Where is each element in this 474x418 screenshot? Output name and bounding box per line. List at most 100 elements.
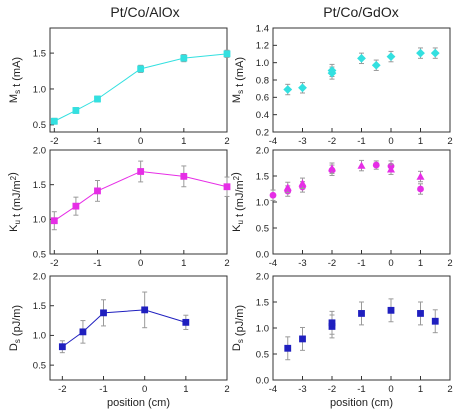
data-point-square [137,168,145,175]
data-series-1 [283,159,425,194]
x-tick-label: -2 [50,258,58,269]
x-tick-label: 0 [388,258,393,269]
x-tick-label: -2 [58,384,66,395]
data-point-square [79,328,87,336]
data-point-triangle [298,179,307,187]
x-tick-label: -2 [50,136,58,147]
data-series-0 [283,47,440,96]
x-tick-label: 1 [183,384,188,395]
plot-frame [272,275,451,381]
y-tick-label: 1.2 [256,41,269,52]
data-point-square [328,319,336,327]
data-point-square [182,318,190,326]
y-tick-label: 1.5 [256,297,269,308]
data-series-0 [50,49,231,125]
x-tick-label: 2 [224,258,229,269]
y-tick-label: 0.2 [256,127,269,138]
x-tick-label: -3 [298,384,306,395]
chart-panel-4: -2 -1 0 1 2 0.5 1.0 1.5 2.0 Ds (pJ/m) position (cm… [8,271,230,409]
plot-frame [49,275,228,381]
y-axis-label: Ds (pJ/m) [8,305,23,351]
data-point-diamond [283,85,293,94]
y-tick-label: 1.0 [33,215,46,226]
y-tick-label: 0.0 [256,249,269,260]
data-point-square [223,50,231,58]
data-series-0 [284,298,439,361]
y-tick-label: 0.8 [256,75,269,86]
data-point-diamond [386,52,396,61]
y-tick-label: 0.5 [33,249,46,260]
chart-panel-1: -4 -3 -2 -1 0 1 2 0.2 0.4 0.6 0.8 1.0 1.2 1.4 Ms t (mA… [231,23,453,147]
data-point-circle [372,161,380,169]
x-axis-label: position (cm) [107,397,170,409]
x-tick-label: -4 [269,258,277,269]
x-tick-label: 1 [418,136,423,147]
data-point-diamond [430,48,440,58]
data-point-triangle [416,172,425,180]
chart-panel-2: -2 -1 0 1 2 0.5 1.0 1.5 2.0 Ku t (mJ/m2) [7,145,231,269]
data-point-square [58,343,66,351]
x-tick-label: -4 [269,136,277,147]
y-tick-label: 1.0 [33,331,46,342]
y-tick-label: 1.0 [256,58,269,69]
data-point-square [137,65,145,73]
y-tick-label: 2.0 [256,145,269,156]
data-point-diamond [371,60,381,70]
x-tick-label: -1 [99,384,107,395]
plot-frame [272,27,451,133]
plot-frame [49,149,228,255]
chart-panel-5: -4 -3 -2 -1 0 1 2 0.0 0.5 1.0 1.5 2.0 Ds (pJ/m) posit… [231,271,453,409]
column-title-left: Pt/Co/AlOx [110,4,179,20]
data-point-circle [417,185,424,193]
data-point-square [72,107,80,114]
y-tick-label: 1.5 [256,171,269,182]
data-point-square [284,344,292,352]
x-tick-label: 1 [418,384,423,395]
x-tick-label: 2 [447,258,452,269]
data-point-square [328,323,336,330]
y-tick-label: 2.0 [256,271,269,282]
data-point-square [100,309,107,317]
x-tick-label: -1 [357,384,365,395]
y-tick-label: 1.0 [256,197,269,208]
x-axis-label: position (cm) [330,397,393,409]
data-point-diamond [298,83,307,93]
data-point-square [141,306,149,314]
series-line [62,309,186,348]
data-point-square [431,317,439,325]
y-axis-label: Ds (pJ/m) [231,305,246,351]
data-point-square [417,310,424,317]
data-point-square [94,95,101,103]
y-axis-label: Ku t (mJ/m2) [7,172,23,232]
x-tick-label: -2 [328,258,336,269]
data-series-0 [50,160,231,231]
column-title-right: Pt/Co/GdOx [323,4,398,20]
data-point-triangle [357,161,366,169]
panels: -2 -1 0 1 2 0.5 1.0 1.5 Ms t (mA) -4 -3 -2 -1 0 1 2 0.2 0… [7,23,453,409]
data-point-square [50,117,58,125]
x-tick-label: 2 [447,136,452,147]
x-tick-label: -2 [328,136,336,147]
x-tick-label: 2 [224,384,229,395]
data-point-square [299,335,306,343]
data-point-square [387,306,395,314]
y-axis-label: Ku t (mJ/m2) [230,172,246,232]
x-tick-label: 0 [138,258,143,269]
y-tick-label: 1.5 [33,180,46,191]
data-point-square [223,183,231,191]
x-tick-label: 1 [181,258,186,269]
y-tick-label: 0.5 [256,223,269,234]
y-tick-label: 2.0 [33,145,46,156]
data-point-diamond [416,48,425,58]
y-tick-label: 1.0 [256,323,269,334]
x-tick-label: 1 [418,258,423,269]
data-point-triangle [387,165,395,173]
y-tick-label: 0.6 [256,93,269,104]
y-tick-label: 0.5 [33,120,46,131]
y-axis-label: Ms t (mA) [8,57,23,103]
x-tick-label: -1 [357,258,365,269]
x-tick-label: 0 [142,384,147,395]
data-point-square [180,172,188,180]
data-series-0 [269,160,424,201]
